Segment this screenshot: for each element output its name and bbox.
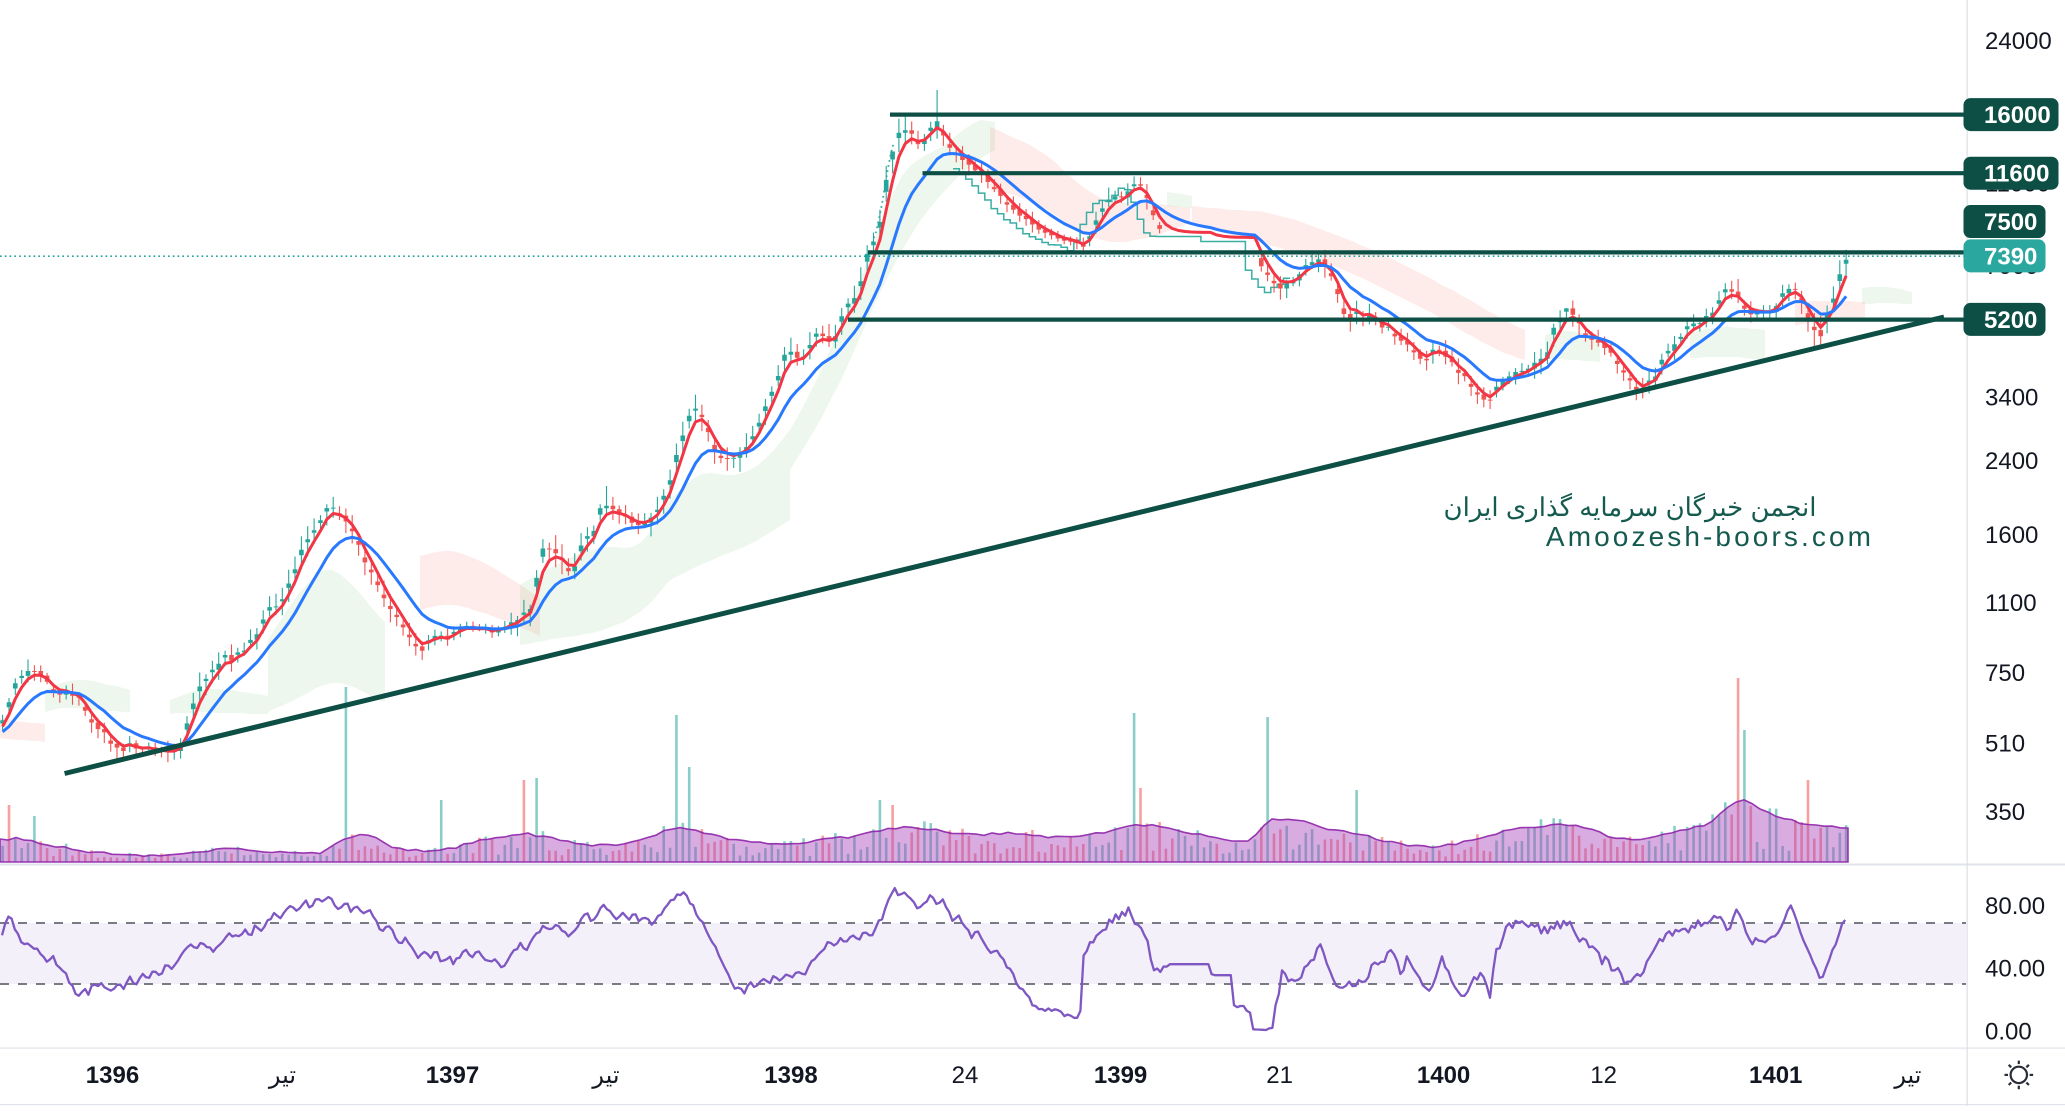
svg-text:تیر: تیر (268, 1062, 296, 1089)
svg-text:1398: 1398 (764, 1062, 817, 1089)
svg-text:11600: 11600 (1984, 161, 2049, 188)
svg-text:3400: 3400 (1985, 385, 2038, 412)
svg-text:350: 350 (1985, 799, 2025, 826)
svg-text:510: 510 (1985, 730, 2025, 757)
svg-text:Amoozesh-boors.com: Amoozesh-boors.com (1546, 521, 1874, 552)
svg-text:7500: 7500 (1984, 209, 2037, 236)
svg-text:16000: 16000 (1984, 102, 2051, 129)
svg-text:7390: 7390 (1984, 243, 2037, 270)
svg-text:1400: 1400 (1417, 1062, 1470, 1089)
svg-text:24000: 24000 (1985, 28, 2052, 55)
svg-text:40.00: 40.00 (1985, 956, 2045, 983)
svg-text:1600: 1600 (1985, 522, 2038, 549)
svg-text:2400: 2400 (1985, 448, 2038, 475)
svg-text:80.00: 80.00 (1985, 893, 2045, 920)
svg-text:1399: 1399 (1094, 1062, 1147, 1089)
svg-text:24: 24 (952, 1062, 979, 1089)
svg-text:1401: 1401 (1749, 1062, 1802, 1089)
svg-text:12: 12 (1590, 1062, 1617, 1089)
svg-text:1396: 1396 (86, 1062, 139, 1089)
svg-text:تیر: تیر (591, 1062, 619, 1089)
svg-text:5200: 5200 (1984, 307, 2037, 334)
svg-text:21: 21 (1266, 1062, 1293, 1089)
svg-text:0.00: 0.00 (1985, 1018, 2032, 1045)
svg-text:انجمن خبرگان سرمایه گذاری ایرا: انجمن خبرگان سرمایه گذاری ایران (1443, 492, 1816, 523)
svg-text:1397: 1397 (426, 1062, 479, 1089)
svg-text:750: 750 (1985, 660, 2025, 687)
svg-text:تیر: تیر (1893, 1062, 1921, 1089)
svg-text:1100: 1100 (1985, 590, 2037, 617)
